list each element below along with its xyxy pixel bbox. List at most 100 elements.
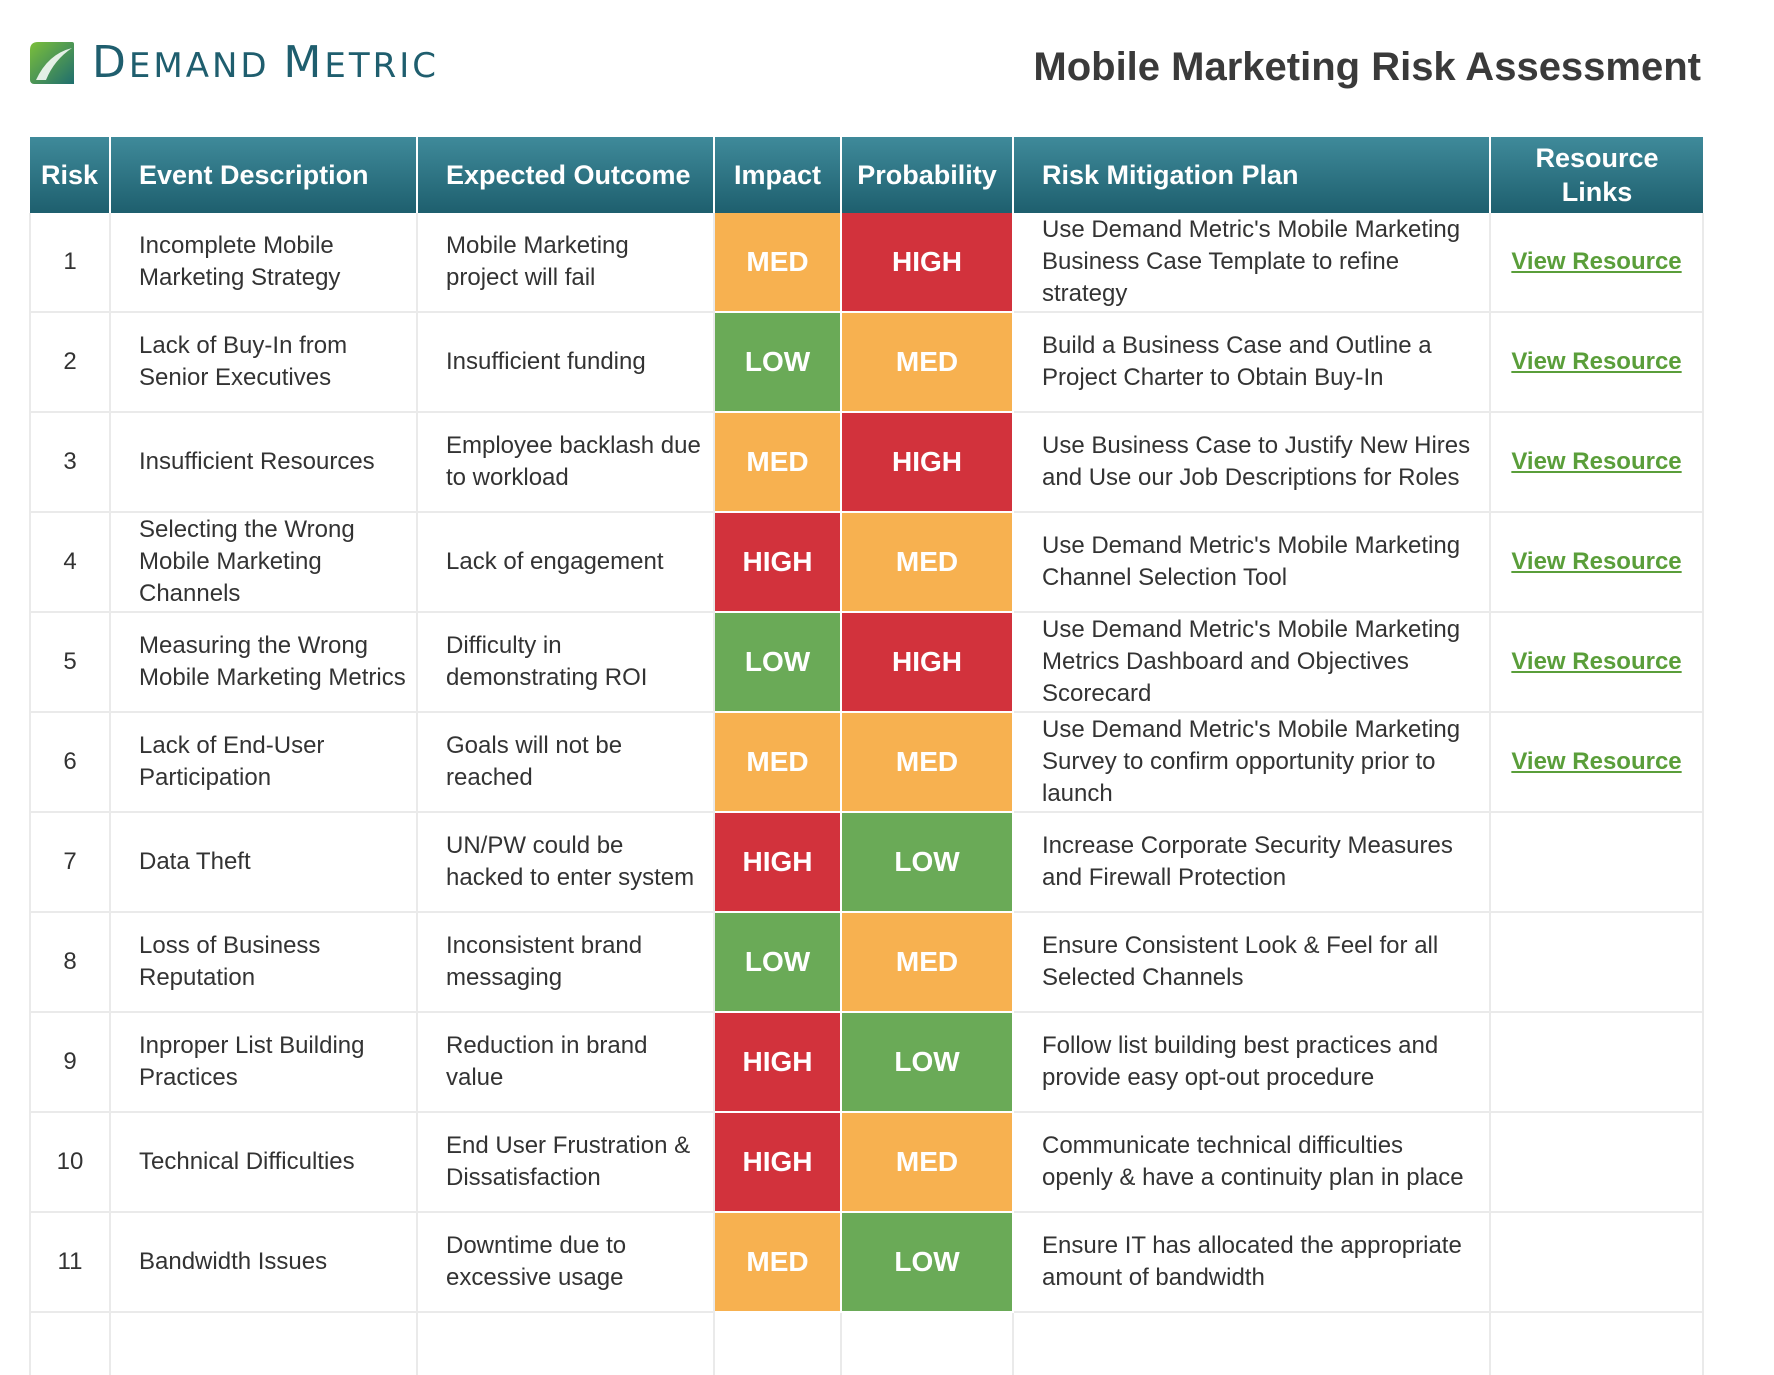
probability-level: MED xyxy=(841,712,1014,813)
event-description: Loss of Business Reputation xyxy=(110,912,418,1013)
table-header-row: Risk Event Description Expected Outcome … xyxy=(30,137,1703,213)
empty-cell xyxy=(841,1312,1014,1375)
empty-table-row xyxy=(29,1312,1704,1375)
risk-number: 11 xyxy=(29,1212,111,1313)
event-description: Lack of End-User Participation xyxy=(110,712,418,813)
probability-level: LOW xyxy=(841,1012,1014,1113)
risk-mitigation-plan: Use Demand Metric's Mobile Marketing Met… xyxy=(1013,612,1491,713)
risk-number: 7 xyxy=(29,812,111,913)
empty-cell xyxy=(1013,1312,1491,1375)
event-description: Technical Difficulties xyxy=(110,1112,418,1213)
impact-level: HIGH xyxy=(714,1112,842,1213)
risk-mitigation-plan: Follow list building best practices and … xyxy=(1013,1012,1491,1113)
table-row: 8 Loss of Business Reputation Inconsistent… xyxy=(29,912,1704,1013)
risk-assessment-table: Risk Event Description Expected Outcome … xyxy=(29,137,1704,1375)
resource-link-cell xyxy=(1490,1112,1704,1213)
impact-level: MED xyxy=(714,412,842,513)
impact-level: HIGH xyxy=(714,812,842,913)
table-row: 4 Selecting the Wrong Mobile Marketing Ch… xyxy=(29,512,1704,613)
event-description: Bandwidth Issues xyxy=(110,1212,418,1313)
expected-outcome: End User Frustration & Dissatisfaction xyxy=(417,1112,715,1213)
empty-cell xyxy=(1490,1312,1704,1375)
page-header: DEMAND METRIC Mobile Marketing Risk Asse… xyxy=(0,0,1774,130)
resource-link-cell: View Resource xyxy=(1490,312,1704,413)
risk-mitigation-plan: Ensure Consistent Look & Feel for all Se… xyxy=(1013,912,1491,1013)
risk-mitigation-plan: Use Demand Metric's Mobile Marketing Cha… xyxy=(1013,512,1491,613)
event-description: Lack of Buy-In from Senior Executives xyxy=(110,312,418,413)
empty-cell xyxy=(110,1312,418,1375)
resource-link-cell: View Resource xyxy=(1490,213,1704,313)
risk-number: 5 xyxy=(29,612,111,713)
probability-level: LOW xyxy=(841,1212,1014,1313)
brand-logo-icon xyxy=(30,42,74,84)
table-row: 10 Technical Difficulties End User Frustra… xyxy=(29,1112,1704,1213)
expected-outcome: UN/PW could be hacked to enter system xyxy=(417,812,715,913)
event-description: Inproper List Building Practices xyxy=(110,1012,418,1113)
header-risk-mitigation-plan: Risk Mitigation Plan xyxy=(1013,137,1491,213)
view-resource-link[interactable]: View Resource xyxy=(1511,248,1682,275)
expected-outcome: Mobile Marketing project will fail xyxy=(417,213,715,313)
event-description: Measuring the Wrong Mobile Marketing Met… xyxy=(110,612,418,713)
event-description: Insufficient Resources xyxy=(110,412,418,513)
resource-link-cell: View Resource xyxy=(1490,512,1704,613)
empty-cell xyxy=(29,1312,111,1375)
expected-outcome: Goals will not be reached xyxy=(417,712,715,813)
view-resource-link[interactable]: View Resource xyxy=(1511,348,1682,375)
probability-level: HIGH xyxy=(841,412,1014,513)
expected-outcome: Employee backlash due to workload xyxy=(417,412,715,513)
event-description: Incomplete Mobile Marketing Strategy xyxy=(110,213,418,313)
view-resource-link[interactable]: View Resource xyxy=(1511,448,1682,475)
header-impact: Impact xyxy=(714,137,842,213)
risk-mitigation-plan: Use Business Case to Justify New Hires a… xyxy=(1013,412,1491,513)
table-row: 6 Lack of End-User Participation Goals wil… xyxy=(29,712,1704,813)
probability-level: LOW xyxy=(841,812,1014,913)
resource-link-cell xyxy=(1490,1212,1704,1313)
header-probability: Probability xyxy=(841,137,1014,213)
risk-number: 10 xyxy=(29,1112,111,1213)
risk-number: 4 xyxy=(29,512,111,613)
impact-level: MED xyxy=(714,1212,842,1313)
table-row: 3 Insufficient Resources Employee backlash… xyxy=(29,412,1704,513)
expected-outcome: Difficulty in demonstrating ROI xyxy=(417,612,715,713)
table-row: 1 Incomplete Mobile Marketing Strategy Mob… xyxy=(29,213,1704,313)
event-description: Selecting the Wrong Mobile Marketing Cha… xyxy=(110,512,418,613)
risk-number: 1 xyxy=(29,213,111,313)
table-row: 5 Measuring the Wrong Mobile Marketing Me… xyxy=(29,612,1704,713)
table-row: 11 Bandwidth Issues Downtime due to excess… xyxy=(29,1212,1704,1313)
brand-logo[interactable]: DEMAND METRIC xyxy=(28,36,440,88)
risk-mitigation-plan: Communicate technical difficulties openl… xyxy=(1013,1112,1491,1213)
impact-level: MED xyxy=(714,213,842,313)
resource-link-cell xyxy=(1490,812,1704,913)
risk-number: 6 xyxy=(29,712,111,813)
header-resource-links: Resource Links xyxy=(1490,137,1703,213)
table-row: 7 Data Theft UN/PW could be hacked to ente… xyxy=(29,812,1704,913)
risk-mitigation-plan: Build a Business Case and Outline a Proj… xyxy=(1013,312,1491,413)
header-expected-outcome: Expected Outcome xyxy=(417,137,715,213)
view-resource-link[interactable]: View Resource xyxy=(1511,748,1682,775)
probability-level: HIGH xyxy=(841,612,1014,713)
event-description: Data Theft xyxy=(110,812,418,913)
table-body: 1 Incomplete Mobile Marketing Strategy Mob… xyxy=(29,213,1704,1375)
risk-number: 2 xyxy=(29,312,111,413)
risk-mitigation-plan: Use Demand Metric's Mobile Marketing Sur… xyxy=(1013,712,1491,813)
header-resource-links-line2: Links xyxy=(1561,177,1633,207)
expected-outcome: Lack of engagement xyxy=(417,512,715,613)
risk-mitigation-plan: Ensure IT has allocated the appropriate … xyxy=(1013,1212,1491,1313)
probability-level: MED xyxy=(841,312,1014,413)
empty-cell xyxy=(417,1312,715,1375)
header-risk: Risk xyxy=(30,137,111,213)
impact-level: HIGH xyxy=(714,512,842,613)
view-resource-link[interactable]: View Resource xyxy=(1511,648,1682,675)
probability-level: MED xyxy=(841,1112,1014,1213)
risk-number: 3 xyxy=(29,412,111,513)
view-resource-link[interactable]: View Resource xyxy=(1511,548,1682,575)
page-title: Mobile Marketing Risk Assessment xyxy=(1033,45,1701,89)
empty-cell xyxy=(714,1312,842,1375)
brand-name: DEMAND METRIC xyxy=(92,36,440,88)
impact-level: HIGH xyxy=(714,1012,842,1113)
probability-level: MED xyxy=(841,512,1014,613)
risk-mitigation-plan: Use Demand Metric's Mobile Marketing Bus… xyxy=(1013,213,1491,313)
table-row: 9 Inproper List Building Practices Reducti… xyxy=(29,1012,1704,1113)
table-row: 2 Lack of Buy-In from Senior Executives In… xyxy=(29,312,1704,413)
resource-link-cell: View Resource xyxy=(1490,712,1704,813)
